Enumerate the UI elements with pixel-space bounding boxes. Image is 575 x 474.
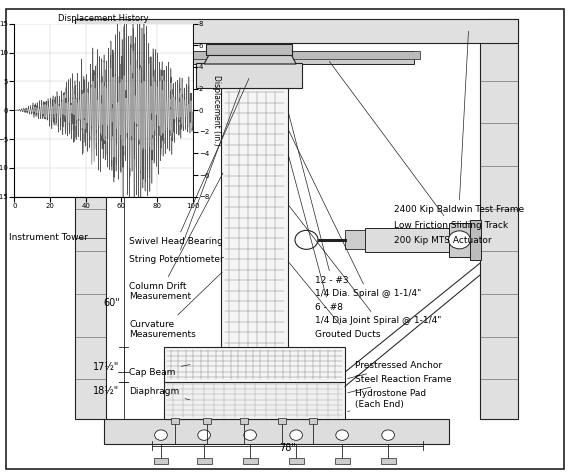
- Circle shape: [155, 430, 167, 440]
- Bar: [196, 63, 302, 88]
- Bar: [172, 51, 414, 64]
- Bar: [448, 223, 470, 257]
- Circle shape: [290, 430, 302, 440]
- Bar: [164, 381, 345, 419]
- Bar: [278, 418, 286, 424]
- Text: 78": 78": [279, 443, 296, 453]
- Text: 1/4 Dia. Spiral @ 1-1/4": 1/4 Dia. Spiral @ 1-1/4": [289, 130, 421, 298]
- Bar: [243, 458, 258, 464]
- Text: Grouted Ducts: Grouted Ducts: [289, 263, 381, 338]
- Bar: [240, 418, 248, 424]
- Text: Steel Reaction Frame: Steel Reaction Frame: [348, 375, 452, 393]
- Text: String Potentiometer: String Potentiometer: [129, 88, 240, 264]
- Circle shape: [295, 230, 318, 249]
- Bar: [289, 458, 304, 464]
- Bar: [154, 458, 168, 464]
- Text: Instrument Tower: Instrument Tower: [9, 234, 87, 242]
- Y-axis label: Displacement (in.): Displacement (in.): [212, 75, 221, 146]
- Circle shape: [198, 430, 210, 440]
- Text: 60": 60": [104, 298, 121, 309]
- Text: Hydrostone Pad
(Each End): Hydrostone Pad (Each End): [348, 390, 427, 411]
- Bar: [381, 458, 396, 464]
- Title: Displacement History: Displacement History: [58, 14, 149, 23]
- Text: Swivel Head Bearing: Swivel Head Bearing: [129, 78, 249, 246]
- Text: 1/4 Dia Joint Spiral @ 1-1/4": 1/4 Dia Joint Spiral @ 1-1/4": [289, 206, 442, 325]
- Text: Curvature
Measurements: Curvature Measurements: [129, 272, 223, 339]
- Polygon shape: [204, 53, 296, 64]
- Bar: [335, 458, 350, 464]
- Circle shape: [382, 430, 394, 440]
- Text: Low Friction Sliding Track: Low Friction Sliding Track: [329, 62, 508, 229]
- Circle shape: [336, 430, 348, 440]
- Text: Prestressed Anchor: Prestressed Anchor: [348, 362, 443, 379]
- Circle shape: [448, 231, 470, 249]
- Text: 6 - #8: 6 - #8: [288, 155, 343, 311]
- Bar: [206, 44, 292, 55]
- Bar: [309, 418, 317, 424]
- Bar: [197, 458, 212, 464]
- Text: 12 - #3: 12 - #3: [288, 112, 348, 285]
- Bar: [75, 19, 518, 43]
- Bar: [75, 19, 106, 419]
- Bar: [470, 220, 481, 260]
- Bar: [221, 88, 288, 372]
- Bar: [365, 228, 448, 252]
- Text: Cap Beam: Cap Beam: [129, 365, 190, 376]
- Text: 2400 Kip Baldwin Test Frame: 2400 Kip Baldwin Test Frame: [394, 31, 524, 214]
- Text: Column Drift
Measurement: Column Drift Measurement: [129, 173, 223, 301]
- Bar: [104, 419, 449, 444]
- Text: 17½": 17½": [93, 362, 120, 373]
- Text: 18½": 18½": [93, 386, 120, 396]
- Bar: [480, 19, 518, 419]
- Bar: [164, 347, 345, 382]
- Circle shape: [244, 430, 256, 440]
- Bar: [161, 51, 420, 59]
- Bar: [345, 230, 365, 249]
- Bar: [171, 418, 179, 424]
- Text: Diaphragm: Diaphragm: [129, 387, 190, 400]
- Text: 200 Kip MTS Actuator: 200 Kip MTS Actuator: [394, 237, 492, 245]
- Bar: [203, 418, 211, 424]
